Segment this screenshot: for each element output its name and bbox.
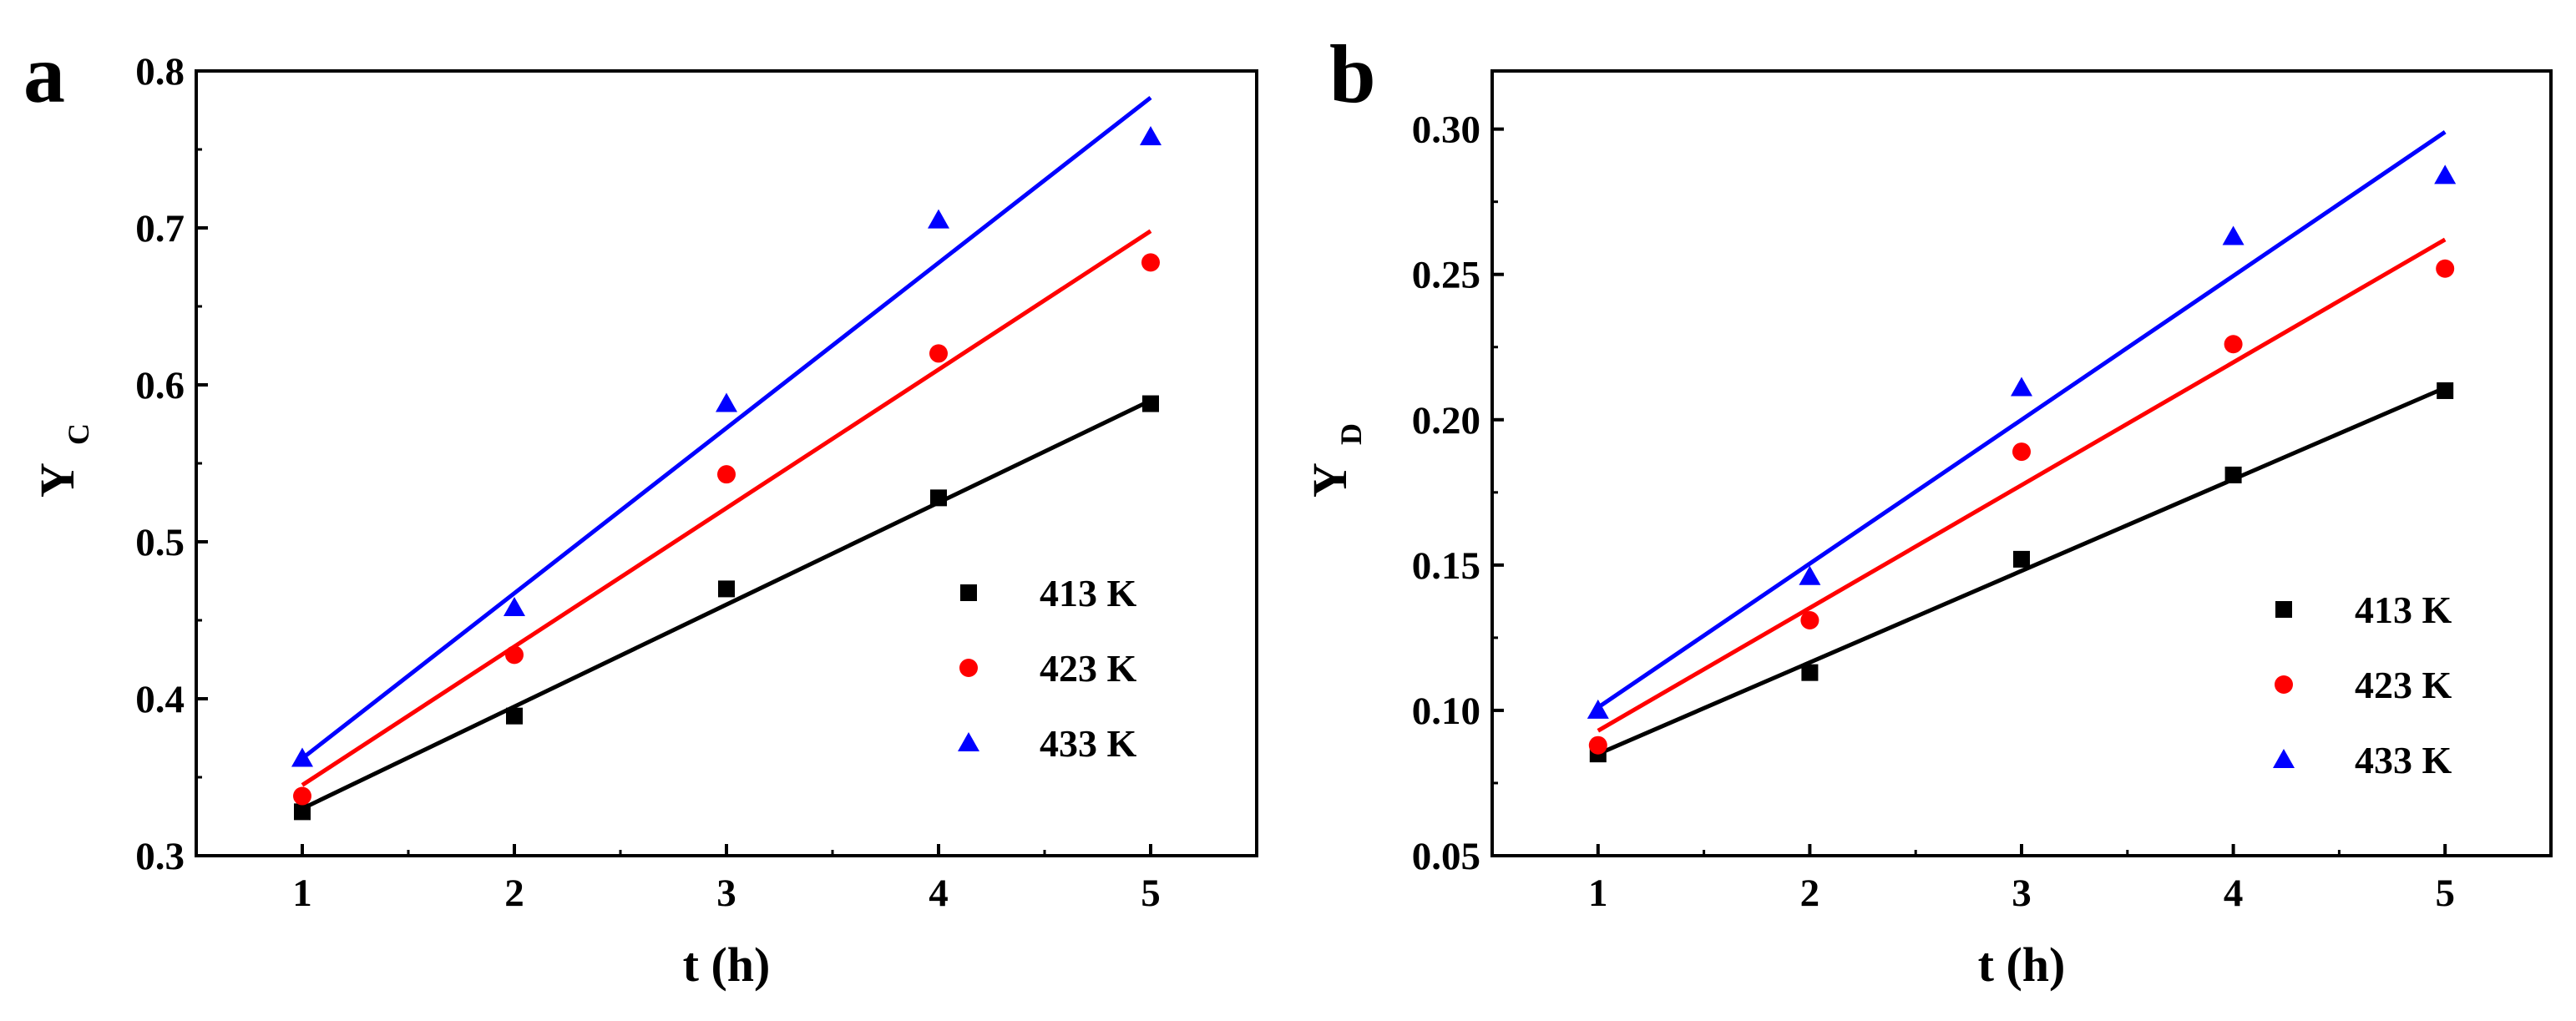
y-tick-label: 0.3	[135, 835, 185, 878]
x-tick-label: 5	[2435, 872, 2455, 915]
y-axis-title-main: Y	[30, 462, 84, 498]
data-point	[2434, 164, 2457, 184]
legend-marker	[2275, 675, 2293, 694]
data-point	[2013, 550, 2030, 568]
panel-letter: b	[1329, 28, 1376, 120]
data-point	[2436, 259, 2455, 278]
data-point	[504, 596, 525, 616]
fit-line	[301, 398, 1152, 811]
fit-line	[1597, 386, 2447, 756]
legend-label: 433 K	[2355, 739, 2452, 781]
data-point	[294, 803, 311, 821]
data-point	[2222, 225, 2245, 245]
data-point	[1142, 395, 1159, 412]
data-point	[1140, 125, 1161, 145]
y-tick-label: 0.25	[1412, 254, 1480, 297]
data-point	[1799, 565, 1821, 585]
data-point	[1801, 664, 1819, 681]
data-point	[718, 580, 735, 598]
x-axis-title: t (h)	[1978, 938, 2066, 992]
data-point	[1800, 611, 1819, 629]
data-point	[293, 786, 311, 806]
fit-line	[1597, 237, 2447, 733]
y-tick-label: 0.4	[135, 678, 185, 721]
x-tick-label: 4	[929, 872, 949, 915]
legend-marker	[958, 732, 979, 751]
panel-b: b 1 2 3 4 5 0.05 0.10 0.15 0.20 0.25 0.30 t (h) YD 413…	[1303, 28, 2553, 992]
y-tick-label: 0.20	[1412, 399, 1480, 442]
y-tick-label: 0.10	[1412, 690, 1480, 733]
legend-label: 413 K	[2355, 589, 2452, 631]
legend-label: 423 K	[1040, 647, 1137, 690]
legend-marker	[2275, 601, 2292, 618]
data-point	[291, 747, 313, 767]
data-point	[1587, 699, 1609, 719]
x-axis-title: t (h)	[683, 938, 771, 992]
x-tick-label: 5	[1141, 872, 1161, 915]
fit-line	[1597, 130, 2447, 710]
y-axis-title: YC	[30, 423, 95, 498]
y-tick-label: 0.05	[1412, 835, 1480, 878]
legend-marker	[959, 659, 978, 677]
series-423-k	[293, 229, 1160, 806]
y-axis-title: YD	[1303, 423, 1368, 498]
data-point	[717, 465, 736, 484]
x-tick-label: 3	[716, 872, 736, 915]
y-tick-label: 0.15	[1412, 544, 1480, 588]
data-point	[506, 707, 523, 725]
data-point	[2012, 442, 2031, 462]
y-tick-label: 0.30	[1412, 109, 1480, 152]
series-423-k	[1588, 237, 2455, 755]
legend-label: 423 K	[2355, 664, 2452, 706]
data-point	[929, 344, 948, 363]
y-tick-label: 0.8	[135, 50, 185, 94]
x-tick-label: 1	[1588, 872, 1608, 915]
y-axis-title-subscript: D	[1334, 423, 1368, 445]
data-point	[930, 489, 947, 507]
data-point	[928, 209, 949, 229]
data-point	[505, 645, 524, 665]
legend-label: 413 K	[1040, 572, 1137, 614]
data-point	[716, 392, 737, 412]
legend-marker	[960, 584, 977, 601]
data-point	[2224, 335, 2243, 354]
legend: 413 K 423 K 433 K	[2273, 589, 2452, 781]
x-tick-label: 2	[504, 872, 524, 915]
legend-marker	[2273, 749, 2295, 768]
plot-frame	[1490, 69, 2553, 857]
data-point	[1588, 735, 1607, 755]
y-tick-label: 0.5	[135, 521, 185, 564]
data-point	[1141, 253, 1160, 272]
x-tick-label: 2	[1800, 872, 1820, 915]
data-point	[2224, 466, 2242, 483]
y-tick-label: 0.6	[135, 364, 185, 407]
series-413-k	[294, 395, 1159, 821]
legend: 413 K 423 K 433 K	[958, 572, 1137, 765]
panel-a: a 1 2 3 4 5 0.3 0.4 0.5 0.6 0.7 0.8 t (h) YC 413 K 423 …	[23, 28, 1258, 992]
x-tick-label: 3	[2012, 872, 2032, 915]
x-tick-label: 4	[2224, 872, 2244, 915]
series-413-k	[1589, 382, 2454, 763]
data-point	[2011, 377, 2032, 397]
fit-line	[301, 95, 1152, 761]
legend-label: 433 K	[1040, 722, 1137, 765]
x-tick-label: 1	[292, 872, 312, 915]
series-433-k	[1587, 130, 2457, 719]
y-axis-title-subscript: C	[62, 423, 95, 445]
panel-letter: a	[23, 28, 65, 120]
data-point	[2437, 382, 2454, 399]
fit-line	[301, 229, 1152, 787]
y-tick-label: 0.7	[135, 207, 185, 250]
series-433-k	[291, 95, 1161, 767]
y-axis-title-main: Y	[1303, 462, 1357, 498]
